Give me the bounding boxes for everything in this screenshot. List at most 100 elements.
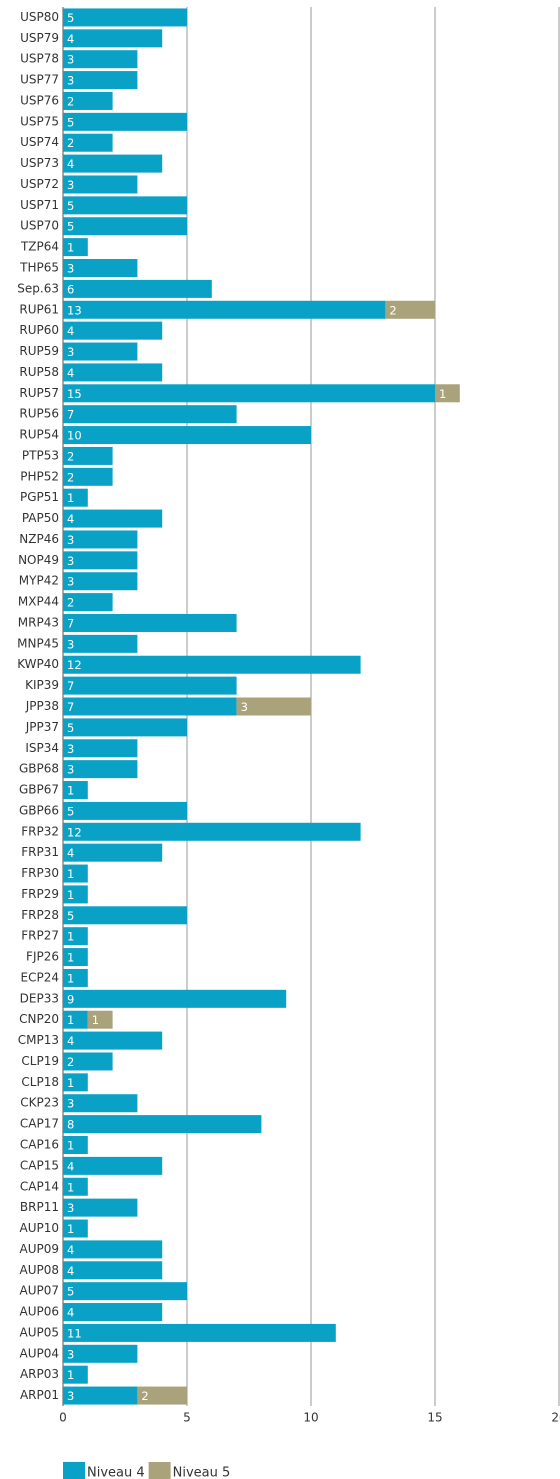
y-tick-label: NZP46: [19, 532, 59, 546]
bar-segment: [63, 613, 237, 632]
y-tick-label: FRP29: [21, 887, 59, 901]
value-label: 12: [67, 825, 82, 839]
x-tick-label: 15: [427, 1411, 442, 1425]
legend-label: Niveau 5: [173, 1466, 231, 1479]
bar-segment: [63, 634, 138, 653]
y-tick-label: AUP06: [20, 1305, 60, 1319]
bar-segment: [63, 718, 187, 737]
bar-segment: [63, 29, 163, 48]
bar-segment: [63, 321, 163, 340]
bar-segment: [63, 238, 88, 257]
bar-segment: [63, 1240, 163, 1259]
bar-segment: [63, 426, 311, 445]
y-tick-label: RUP60: [19, 323, 59, 337]
x-tick-label: 0: [59, 1411, 67, 1425]
y-tick-label: USP76: [20, 93, 59, 107]
y-tick-label: CNP20: [19, 1012, 59, 1026]
value-label: 13: [67, 303, 82, 317]
value-label: 5: [67, 220, 74, 234]
value-label: 3: [67, 1201, 74, 1215]
legend-swatch: [148, 1462, 171, 1479]
value-label: 3: [67, 262, 74, 276]
value-label: 2: [141, 1389, 148, 1403]
value-label: 1: [67, 1180, 74, 1194]
y-tick-label: PAP50: [22, 511, 59, 525]
y-tick-label: RUP59: [19, 344, 59, 358]
y-tick-label: USP72: [20, 177, 59, 191]
y-tick-label: USP79: [20, 31, 59, 45]
bar-segment: [63, 1365, 88, 1384]
value-label: 3: [67, 742, 74, 756]
legend-swatch: [63, 1462, 85, 1479]
y-tick-label: CLP19: [21, 1054, 59, 1068]
y-tick-label: BRP11: [20, 1200, 59, 1214]
y-tick-label: FRP32: [21, 824, 59, 838]
bar-segment: [63, 405, 237, 424]
bar-segment: [63, 175, 138, 194]
bar-segment: [63, 196, 187, 215]
y-tick-label: KWP40: [17, 657, 59, 671]
bar-segment: [63, 822, 361, 841]
bar-segment: [63, 572, 138, 591]
bar-segment: [63, 279, 212, 298]
y-tick-label: RUP56: [19, 407, 59, 421]
value-label: 1: [67, 867, 74, 881]
x-tick-label: 20: [551, 1411, 560, 1425]
bar-segment: [63, 384, 435, 403]
bar-segment: [63, 906, 187, 925]
y-tick-label: TZP64: [20, 240, 59, 254]
value-label: 4: [67, 846, 74, 860]
bar-segment: [63, 864, 88, 883]
value-label: 3: [67, 1347, 74, 1361]
value-label: 1: [92, 1013, 99, 1027]
value-label: 11: [67, 1326, 82, 1340]
bar-segment: [63, 1052, 113, 1071]
bar-segment: [63, 133, 113, 152]
value-label: 5: [67, 721, 74, 735]
value-label: 2: [389, 303, 396, 317]
bar-segment: [63, 1177, 88, 1196]
bar-segment: [63, 509, 163, 528]
y-tick-label: RUP57: [19, 386, 59, 400]
value-label: 7: [67, 616, 74, 630]
value-label: 5: [67, 115, 74, 129]
bar-segment: [63, 697, 237, 716]
y-tick-label: USP80: [20, 10, 59, 24]
value-label: 3: [67, 763, 74, 777]
y-tick-label: CAP16: [20, 1137, 59, 1151]
y-tick-label: MRP43: [18, 615, 59, 629]
y-tick-label: DEP33: [20, 991, 59, 1005]
bar-segment: [63, 1073, 88, 1092]
bar-segment: [137, 1386, 187, 1405]
y-tick-label: CAP17: [20, 1117, 59, 1131]
bar-segment: [63, 363, 163, 382]
bar-segment: [63, 989, 287, 1008]
y-tick-label: MYP42: [19, 574, 59, 588]
y-tick-label: PGP51: [20, 490, 59, 504]
value-label: 4: [67, 512, 74, 526]
value-label: 1: [439, 387, 446, 401]
value-label: 2: [67, 449, 74, 463]
value-label: 10: [67, 429, 82, 443]
bar-segment: [63, 1261, 163, 1280]
value-label: 3: [67, 1097, 74, 1111]
y-tick-label: GBP67: [19, 783, 59, 797]
value-label: 1: [67, 491, 74, 505]
bar-segment: [63, 1323, 336, 1342]
value-label: 1: [67, 1368, 74, 1382]
value-label: 4: [67, 324, 74, 338]
x-tick-label: 10: [303, 1411, 318, 1425]
y-tick-label: MNP45: [17, 636, 59, 650]
value-label: 2: [67, 94, 74, 108]
y-tick-label: CKP23: [20, 1096, 59, 1110]
bar-segment: [63, 530, 138, 549]
value-label: 7: [67, 408, 74, 422]
bar-segment: [63, 927, 88, 946]
value-label: 5: [67, 909, 74, 923]
bar-segment: [63, 1282, 187, 1301]
y-tick-label: ARP01: [20, 1388, 59, 1402]
bar-segment: [63, 446, 113, 465]
bar-segment: [87, 1010, 113, 1029]
bar-segment: [63, 8, 187, 27]
y-tick-label: CMP13: [18, 1033, 59, 1047]
